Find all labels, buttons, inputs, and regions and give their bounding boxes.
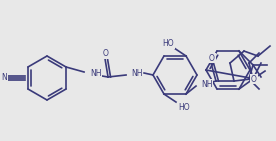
Text: NH: NH [131, 70, 142, 79]
Text: O: O [103, 49, 109, 59]
Text: NH: NH [90, 70, 102, 79]
Text: HO: HO [178, 103, 190, 112]
Text: O: O [209, 54, 215, 63]
Text: NH: NH [201, 80, 213, 89]
Text: HO: HO [162, 39, 174, 49]
Text: N: N [1, 73, 7, 82]
Text: O: O [251, 75, 257, 84]
